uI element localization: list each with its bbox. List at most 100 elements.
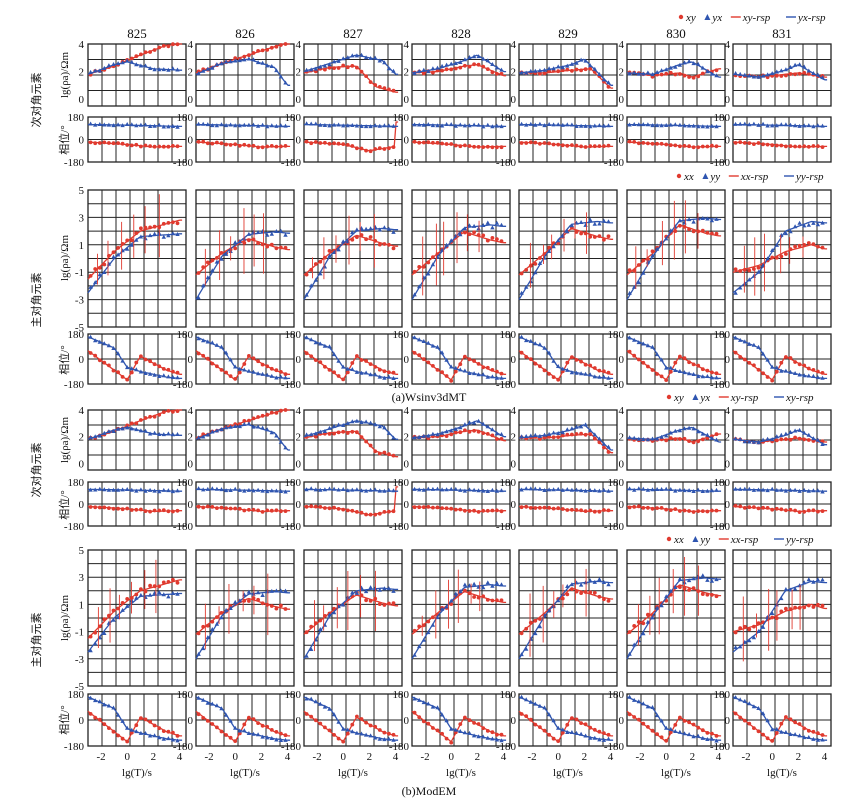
series-yx-point bbox=[597, 488, 602, 493]
x-tick-label: -2 bbox=[635, 751, 644, 763]
series-yy-point bbox=[592, 374, 597, 379]
series-xy-point bbox=[304, 139, 309, 144]
series-xy-point bbox=[97, 141, 102, 145]
series-yy-point bbox=[751, 342, 757, 347]
series-xy-point bbox=[802, 144, 807, 149]
panel-a-rho-diag-831 bbox=[732, 189, 832, 328]
series-xx-point bbox=[120, 375, 125, 379]
series-xy-point bbox=[444, 67, 449, 72]
series-yx-point bbox=[161, 432, 166, 437]
series-xx-point bbox=[533, 262, 538, 266]
legend-label-yx-rsp: yx-rsp bbox=[797, 12, 826, 24]
series-yy-point bbox=[788, 732, 793, 736]
series-xy-point bbox=[538, 437, 542, 441]
series-yy-point bbox=[327, 344, 332, 349]
series-yx-point bbox=[318, 122, 323, 127]
series-yx-point bbox=[214, 62, 220, 67]
series-xy-point bbox=[373, 83, 378, 87]
series-yy-point bbox=[733, 645, 738, 650]
series-yx-point bbox=[811, 71, 816, 75]
series-yx-point bbox=[246, 487, 252, 492]
series-yx-point bbox=[129, 426, 134, 431]
series-yx-point bbox=[802, 64, 807, 69]
series-xx-point bbox=[774, 369, 779, 374]
series-yx-point bbox=[444, 487, 449, 492]
series-xy-point bbox=[368, 149, 373, 154]
series-yy-point bbox=[779, 368, 784, 373]
series-yx-point bbox=[682, 60, 687, 65]
ylabel-offdiag-group-a: 次对角元素 bbox=[29, 73, 43, 128]
series-xy-point bbox=[449, 432, 454, 437]
y-tick-label: -5 bbox=[75, 681, 85, 693]
y-tick-label: 4 bbox=[296, 405, 302, 417]
series-xx-point bbox=[412, 628, 417, 633]
series-yx-point bbox=[134, 488, 139, 493]
series-yy-point bbox=[368, 372, 373, 377]
series-xx-point bbox=[820, 371, 825, 375]
series-xy-point bbox=[714, 432, 719, 437]
x-axis-label: lg(T)/s bbox=[338, 767, 368, 779]
series-xx-point bbox=[210, 361, 215, 366]
series-yx-point bbox=[528, 486, 533, 491]
series-yy-point bbox=[709, 578, 715, 583]
series-xy-point bbox=[350, 64, 355, 68]
series-yx-point bbox=[219, 427, 224, 432]
series-yy-point bbox=[606, 736, 611, 741]
series-yx-point bbox=[601, 487, 607, 492]
series-xx-point bbox=[161, 580, 166, 585]
series-xx-point bbox=[102, 617, 107, 622]
series-yx-point bbox=[533, 432, 538, 437]
series-xx-point bbox=[705, 230, 710, 235]
series-yx-point bbox=[435, 123, 440, 128]
x-tick-label: 2 bbox=[151, 751, 157, 763]
series-yx-point bbox=[494, 431, 500, 436]
series-yy-point bbox=[774, 242, 779, 247]
series-xx-point bbox=[247, 599, 251, 603]
series-xy-point bbox=[387, 87, 391, 92]
series-xx-point bbox=[733, 267, 738, 272]
series-xx-point bbox=[196, 712, 201, 717]
series-yx-point bbox=[551, 66, 556, 71]
series-yy-point bbox=[345, 727, 350, 732]
series-yy-point bbox=[377, 374, 382, 379]
series-yy-point bbox=[499, 738, 504, 743]
series-xx-point bbox=[93, 267, 98, 271]
series-yy-point bbox=[421, 700, 426, 705]
series-yy-point bbox=[806, 735, 811, 739]
series-xy-point bbox=[265, 412, 270, 417]
series-yy-point bbox=[471, 371, 477, 376]
series-xx-point bbox=[134, 231, 139, 236]
series-yx-point bbox=[430, 123, 436, 128]
series-xy-point bbox=[472, 508, 476, 513]
series-yx-point bbox=[382, 123, 387, 128]
series-yx-point bbox=[318, 487, 323, 492]
series-xy-point bbox=[560, 507, 565, 511]
series-xx-point bbox=[463, 354, 467, 359]
series-yy-point bbox=[709, 736, 715, 741]
series-yx-point bbox=[779, 68, 784, 73]
y-tick-label: 0 bbox=[725, 499, 731, 511]
series-yy-rsp-line bbox=[195, 231, 291, 300]
series-xx-point bbox=[570, 587, 574, 591]
y-tick-label: 5 bbox=[79, 185, 85, 197]
series-yy-point bbox=[714, 738, 719, 743]
series-xx-point bbox=[602, 731, 606, 735]
series-xx-point bbox=[588, 234, 593, 239]
series-yx-point bbox=[733, 436, 738, 441]
series-yy-point bbox=[632, 284, 637, 289]
series-yy-point bbox=[439, 606, 445, 611]
series-xx-point bbox=[175, 221, 180, 226]
y-tick-label: 180 bbox=[608, 112, 625, 124]
x-axis-label: lg(T)/s bbox=[767, 767, 797, 779]
series-xx-point bbox=[318, 259, 323, 264]
series-yy-point bbox=[246, 731, 252, 735]
x-tick-label: 0 bbox=[663, 751, 669, 763]
series-yx-point bbox=[143, 63, 148, 68]
series-yy-point bbox=[228, 718, 233, 723]
series-yx-point bbox=[641, 71, 646, 76]
series-xx-point bbox=[111, 368, 116, 373]
series-yx-point bbox=[426, 433, 431, 438]
series-xx-point bbox=[332, 370, 336, 375]
series-yx-point bbox=[797, 488, 802, 493]
series-yx-point bbox=[774, 123, 779, 128]
